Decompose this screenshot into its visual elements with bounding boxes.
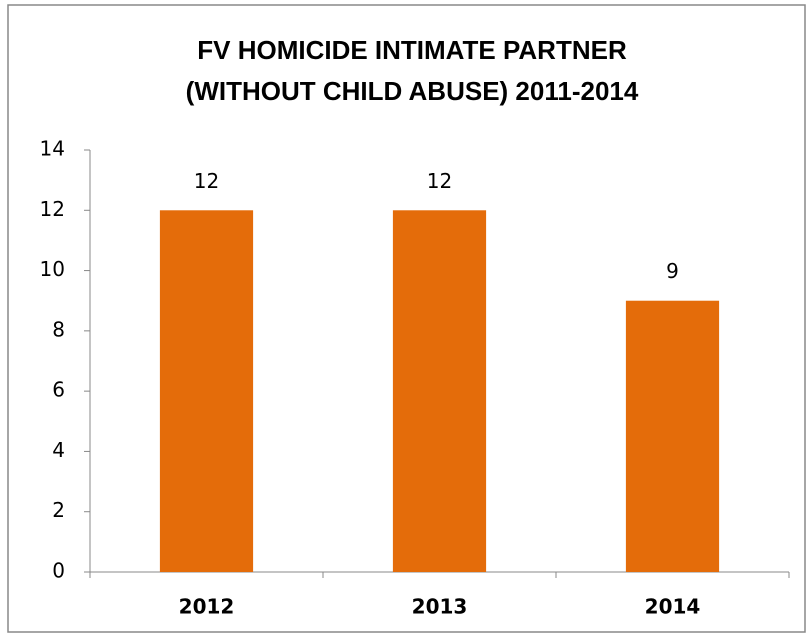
bar (392, 210, 487, 573)
y-tick-label: 12 (40, 197, 65, 221)
y-tick-label: 8 (52, 317, 65, 341)
data-label: 12 (194, 169, 219, 193)
bar (625, 300, 720, 572)
x-tick-label: 2012 (179, 595, 235, 619)
y-tick-label: 4 (52, 438, 65, 462)
y-tick-label: 14 (40, 137, 65, 161)
chart-title: FV HOMICIDE INTIMATE PARTNER (197, 35, 627, 65)
x-tick-label: 2014 (645, 595, 701, 619)
bar (159, 210, 254, 573)
data-label: 12 (427, 169, 452, 193)
data-label: 9 (666, 259, 679, 283)
y-tick-label: 10 (40, 257, 65, 281)
y-tick-label: 6 (52, 378, 65, 402)
x-tick-label: 2013 (412, 595, 468, 619)
chart-title: (WITHOUT CHILD ABUSE) 2011-2014 (186, 76, 639, 106)
y-tick-label: 0 (52, 559, 65, 583)
y-tick-label: 2 (52, 498, 65, 522)
